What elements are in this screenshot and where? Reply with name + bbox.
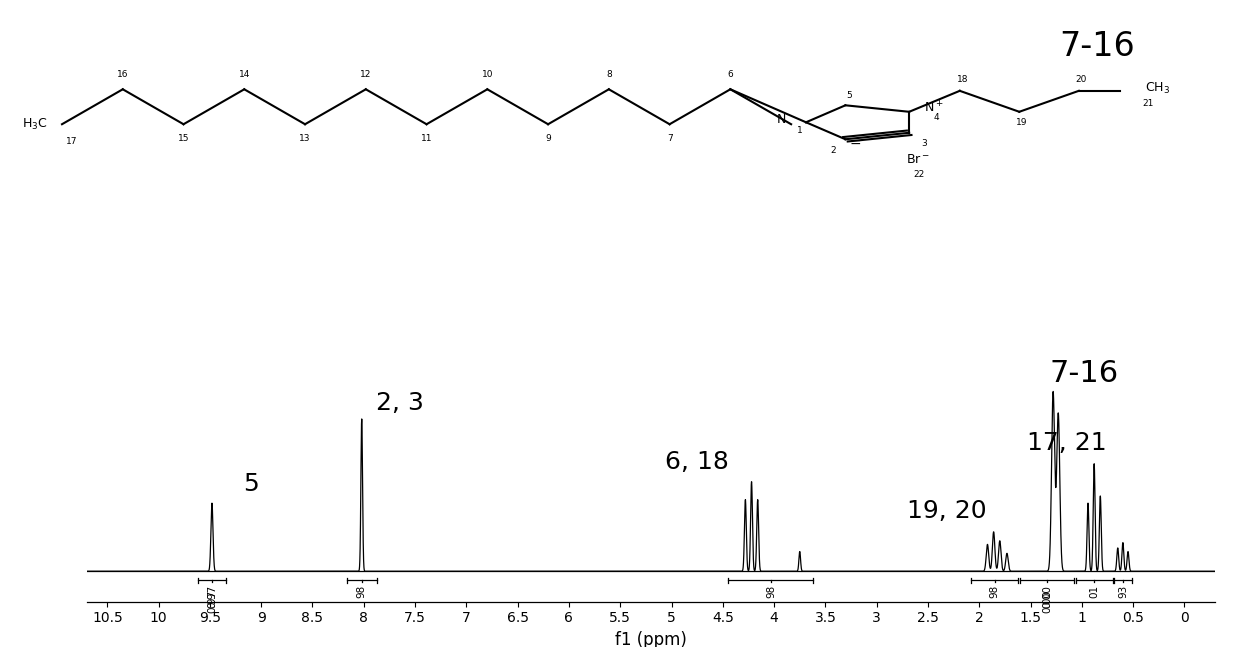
- Text: 8: 8: [606, 70, 611, 79]
- Text: 11: 11: [420, 135, 433, 144]
- Text: 10: 10: [481, 70, 494, 79]
- Text: 9: 9: [546, 135, 551, 144]
- Text: H$_3$C: H$_3$C: [21, 116, 47, 132]
- Text: 22: 22: [913, 170, 925, 179]
- Text: 14: 14: [238, 70, 250, 79]
- Text: 0.00: 0.00: [1042, 585, 1052, 608]
- X-axis label: f1 (ppm): f1 (ppm): [615, 631, 687, 647]
- Text: 7-16: 7-16: [1059, 30, 1136, 63]
- Text: 5: 5: [846, 91, 852, 100]
- Text: 6: 6: [728, 70, 733, 79]
- Text: N: N: [776, 113, 786, 126]
- Text: CH$_3$: CH$_3$: [1146, 82, 1171, 96]
- Text: 19, 20: 19, 20: [906, 499, 986, 523]
- Text: 0.97: 0.97: [207, 585, 217, 608]
- Text: 4: 4: [934, 113, 939, 122]
- Text: 5: 5: [243, 472, 259, 496]
- Text: 3: 3: [921, 139, 928, 148]
- Text: 98: 98: [357, 585, 367, 598]
- Text: 13: 13: [299, 135, 311, 144]
- Text: 6, 18: 6, 18: [665, 450, 729, 474]
- Text: 12: 12: [360, 70, 372, 79]
- Text: 93: 93: [1118, 585, 1128, 598]
- Text: 18: 18: [956, 76, 968, 85]
- Text: =: =: [849, 137, 861, 151]
- Text: 98: 98: [990, 585, 999, 598]
- Text: N$^+$: N$^+$: [924, 100, 944, 116]
- Text: 98: 98: [766, 585, 776, 598]
- Text: 16: 16: [117, 70, 129, 79]
- Text: 0.00: 0.00: [1042, 590, 1052, 613]
- Text: 1: 1: [797, 126, 802, 135]
- Text: 17, 21: 17, 21: [1027, 431, 1106, 455]
- Text: 0.97: 0.97: [207, 590, 217, 613]
- Text: 2, 3: 2, 3: [376, 391, 424, 415]
- Text: 15: 15: [177, 135, 190, 144]
- Text: 17: 17: [66, 137, 78, 146]
- Text: 01: 01: [1089, 585, 1099, 598]
- Text: 2: 2: [831, 146, 836, 155]
- Text: 19: 19: [1016, 118, 1028, 127]
- Text: 20: 20: [1075, 76, 1087, 85]
- Text: 7-16: 7-16: [1049, 360, 1118, 388]
- Text: Br$^-$: Br$^-$: [906, 153, 930, 166]
- Text: 21: 21: [1142, 99, 1153, 108]
- Text: 7: 7: [667, 135, 672, 144]
